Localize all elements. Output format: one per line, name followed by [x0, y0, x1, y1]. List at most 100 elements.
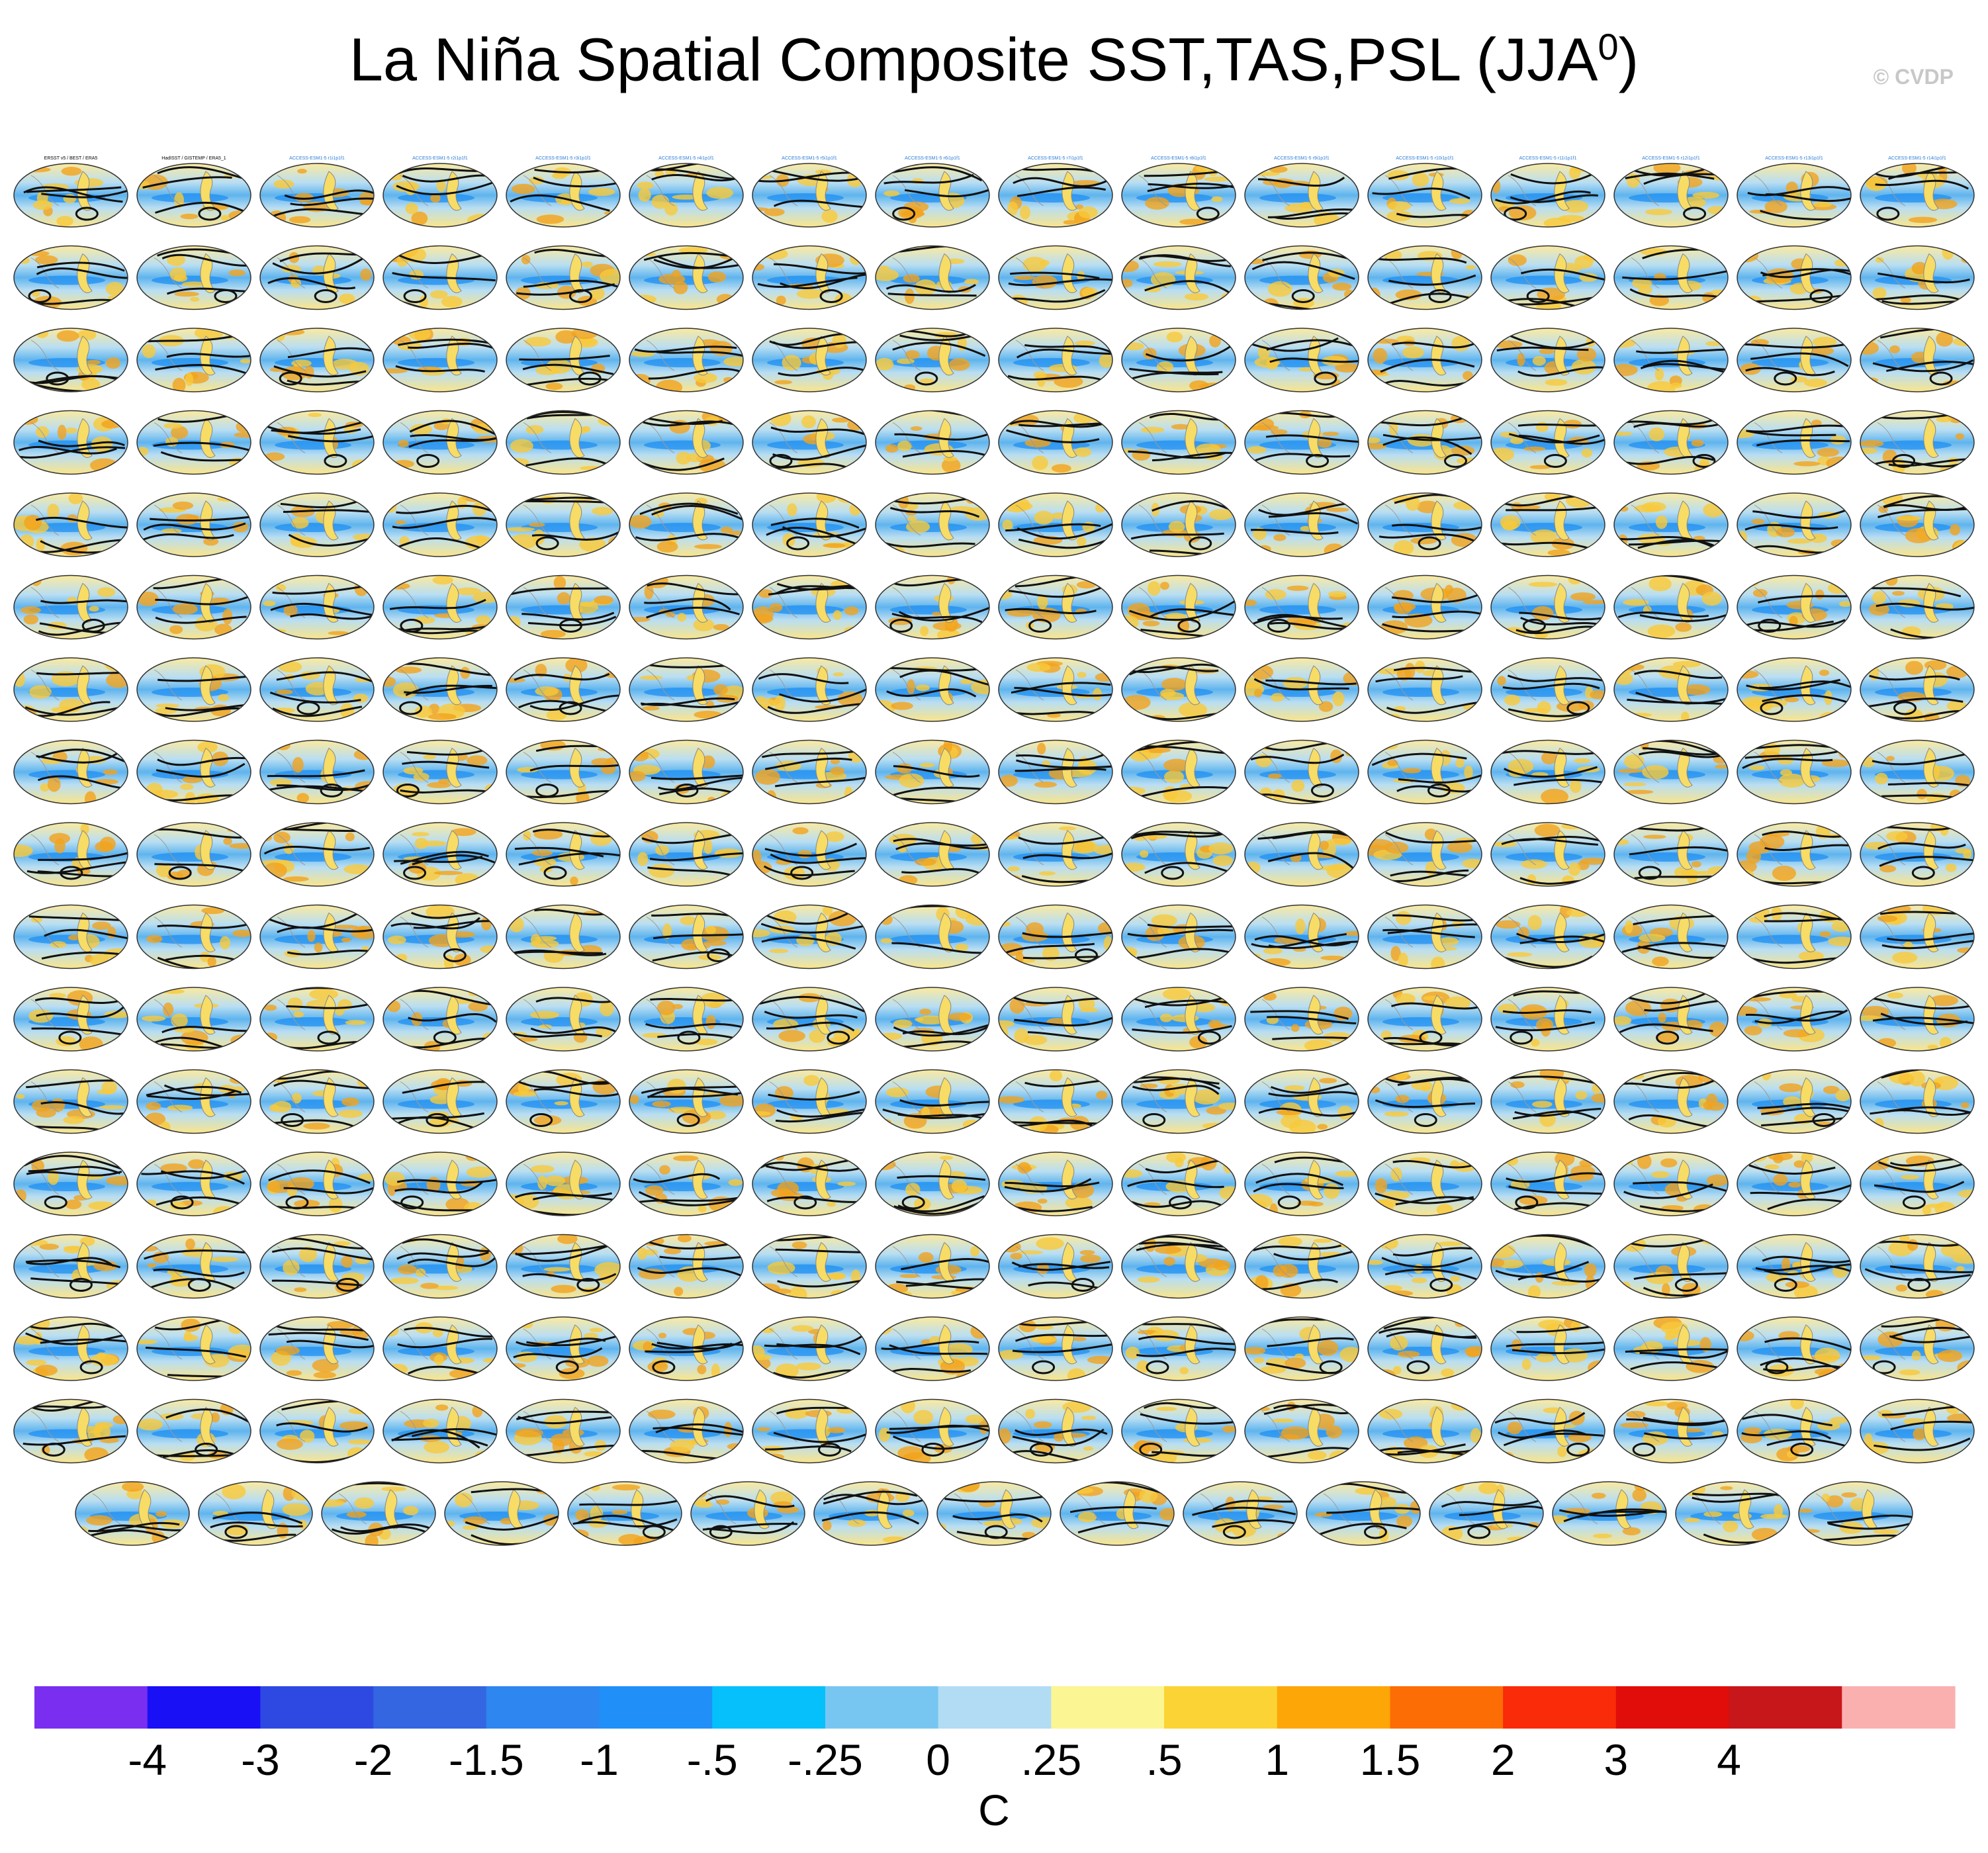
warm-patch — [142, 344, 156, 359]
psl-contour — [883, 166, 983, 182]
coastline — [523, 999, 552, 1030]
warm-patch — [292, 756, 304, 773]
map-panel — [1737, 904, 1852, 970]
warm-patch — [758, 589, 773, 598]
warm-patch — [167, 253, 185, 266]
map-field — [632, 1324, 743, 1379]
map-panel — [1367, 1069, 1482, 1134]
psl-contour-loop — [921, 1443, 945, 1457]
map-field — [1491, 418, 1605, 469]
map-border — [1244, 739, 1359, 805]
warm-patch — [655, 844, 669, 856]
warm-patch — [999, 1096, 1024, 1104]
psl-contour — [1629, 846, 1728, 856]
map-border — [1490, 574, 1605, 640]
psl-contour — [1869, 674, 1960, 681]
coastline — [1015, 917, 1044, 948]
map-border — [1367, 987, 1482, 1052]
psl-contour — [1251, 933, 1347, 948]
map-panel — [1121, 328, 1236, 392]
map-panel — [1613, 657, 1729, 722]
psl-contour-loop — [1893, 701, 1917, 715]
continent-outline — [1308, 1324, 1324, 1365]
map-border — [13, 1316, 128, 1381]
map-border — [1860, 328, 1975, 392]
psl-contour — [774, 263, 866, 275]
cold-tongue — [1752, 852, 1829, 862]
warm-patch — [424, 1441, 450, 1454]
map-border — [875, 492, 990, 557]
warm-patch — [965, 493, 977, 504]
warm-patch — [1373, 347, 1388, 364]
coastline — [1508, 669, 1537, 701]
map-panel — [998, 492, 1113, 557]
psl-contour-loop — [69, 1278, 93, 1292]
map-panel — [1860, 492, 1975, 557]
warm-patch — [1079, 1249, 1095, 1255]
psl-contour — [268, 1169, 371, 1185]
psl-contour — [1127, 928, 1234, 937]
map-panel — [1737, 1152, 1852, 1216]
psl-contour — [273, 365, 367, 378]
warm-patch — [1945, 863, 1957, 872]
warm-patch — [1161, 678, 1187, 691]
map-field — [1245, 1156, 1359, 1216]
warm-patch — [1826, 456, 1851, 471]
map-border — [259, 1234, 375, 1299]
map-border — [259, 657, 375, 722]
warm-patch — [1895, 516, 1922, 521]
warm-patch — [1692, 191, 1720, 199]
psl-contour — [1016, 749, 1112, 762]
warm-patch — [608, 536, 620, 551]
psl-contour-loop — [426, 1113, 449, 1127]
map-field — [1875, 905, 1974, 964]
psl-contour — [143, 522, 246, 531]
psl-contour — [893, 838, 989, 850]
map-panel — [1737, 657, 1852, 722]
map-panel: ACCESS-ESM1-5 r8i1p1f1 — [1121, 156, 1236, 228]
continent-outline — [692, 418, 708, 458]
warm-patch — [676, 451, 691, 465]
map-field — [756, 1236, 866, 1298]
warm-patch — [1195, 443, 1221, 455]
warm-patch — [163, 423, 183, 429]
warm-patch — [825, 831, 844, 842]
warm-patch — [774, 1288, 791, 1294]
continent-outline — [323, 1159, 339, 1200]
psl-contour — [886, 688, 977, 698]
warm-patch — [186, 514, 200, 521]
warm-patch — [434, 1354, 444, 1365]
warm-patch — [1435, 1242, 1464, 1247]
psl-contour-loop — [1790, 1443, 1814, 1457]
psl-contour — [1628, 539, 1728, 546]
coastline — [400, 669, 429, 701]
cold-tongue — [1629, 1099, 1705, 1109]
warm-patch — [430, 193, 441, 203]
map-border — [629, 987, 744, 1052]
psl-contour — [1250, 529, 1339, 535]
map-border — [383, 987, 498, 1052]
warm-patch — [1368, 546, 1386, 557]
psl-contour — [268, 1119, 361, 1131]
map-panel — [1737, 822, 1852, 887]
map-field — [637, 830, 743, 885]
warm-patch — [328, 1197, 343, 1213]
map-border — [136, 1152, 251, 1216]
warm-patch — [1705, 1093, 1718, 1107]
psl-contour — [513, 949, 607, 956]
warm-patch — [1396, 911, 1412, 925]
coastline — [400, 257, 429, 289]
continent-outline — [1431, 665, 1447, 705]
warm-patch — [1637, 1153, 1652, 1169]
psl-contour — [521, 611, 615, 621]
warm-patch — [1793, 461, 1821, 467]
warm-patch — [1523, 707, 1547, 713]
psl-contour — [1748, 424, 1850, 433]
warm-patch — [61, 167, 82, 176]
psl-contour-loop — [1765, 1360, 1789, 1375]
warm-patch — [719, 1095, 743, 1107]
warm-patch — [1497, 676, 1506, 686]
psl-contour-loop — [317, 1030, 341, 1045]
map-border — [136, 1234, 251, 1299]
psl-contour-loop — [1139, 1443, 1163, 1457]
